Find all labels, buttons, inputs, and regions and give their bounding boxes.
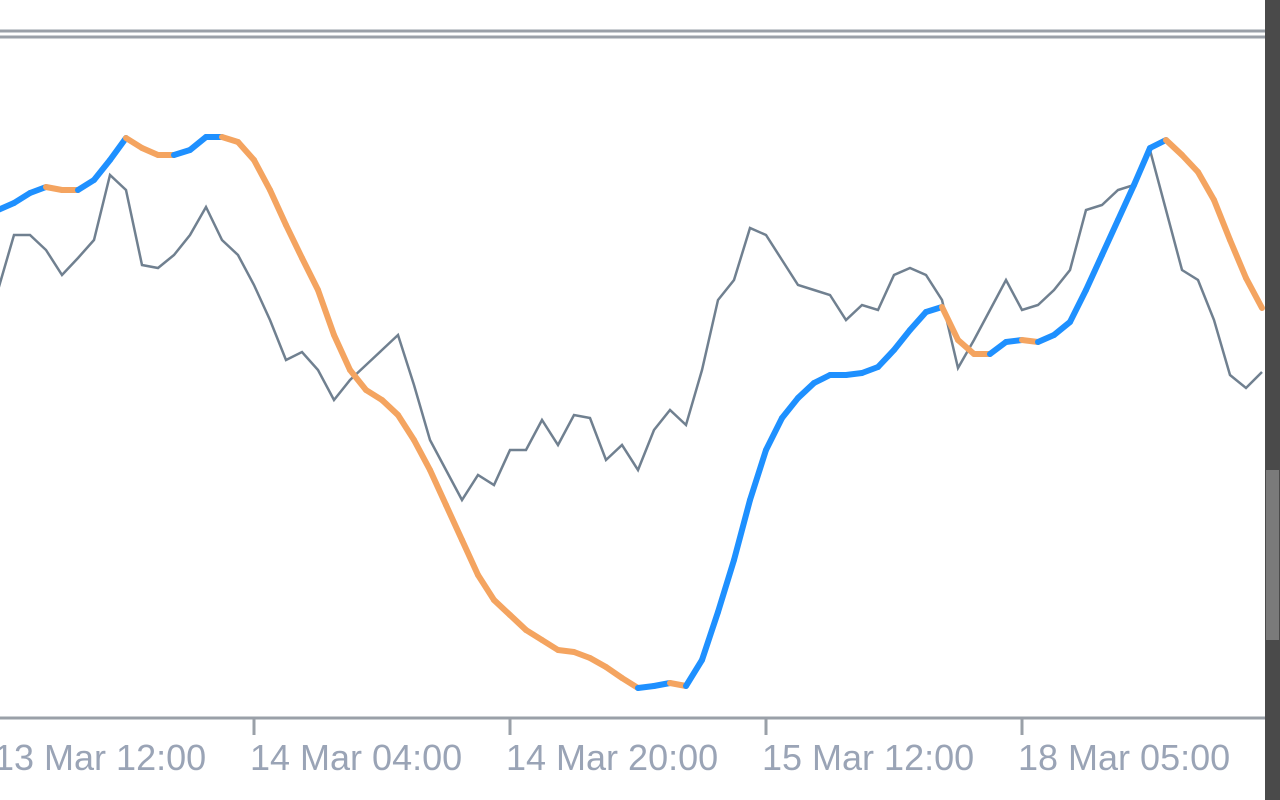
indicator-segment bbox=[939, 304, 961, 343]
indicator-segment bbox=[1179, 152, 1201, 175]
x-tick-label: 13 Mar 12:00 bbox=[0, 737, 206, 778]
x-tick-label: 14 Mar 20:00 bbox=[506, 737, 718, 778]
indicator-segment bbox=[1227, 237, 1249, 281]
indicator-segment bbox=[75, 177, 97, 193]
plot-area: 13 Mar 12:00 14 Mar 04:00 14 Mar 20:00 15 M… bbox=[0, 134, 1265, 778]
indicator-segment bbox=[763, 415, 785, 453]
indicator-segment bbox=[747, 447, 769, 503]
x-tick-label: 18 Mar 05:00 bbox=[1018, 737, 1230, 778]
indicator-segment bbox=[587, 655, 609, 670]
indicator-segment bbox=[699, 609, 721, 663]
indicator-segment bbox=[715, 557, 737, 615]
indicator-segment bbox=[11, 190, 33, 206]
indicator-segment bbox=[459, 537, 481, 578]
indicator-segment bbox=[1083, 252, 1105, 293]
indicator-segment bbox=[891, 327, 913, 353]
indicator-segment bbox=[1243, 275, 1265, 311]
indicator-segment bbox=[987, 339, 1009, 357]
indicator-segment bbox=[875, 347, 897, 370]
indicator-segment bbox=[363, 387, 385, 403]
indicator-segment bbox=[1099, 217, 1121, 258]
indicator-segment bbox=[299, 255, 321, 293]
indicator-segment bbox=[91, 157, 113, 183]
indicator-segment bbox=[1163, 137, 1185, 158]
indicator-segment bbox=[411, 437, 433, 473]
indicator-segment bbox=[427, 467, 449, 508]
indicator-segment bbox=[235, 139, 257, 163]
indicator-segment bbox=[779, 395, 801, 421]
indicator-segment bbox=[1051, 319, 1073, 338]
price-line bbox=[0, 146, 1263, 503]
indicator-segment bbox=[1211, 197, 1233, 243]
indicator-segment bbox=[1067, 287, 1089, 325]
indicator-segment bbox=[907, 309, 929, 333]
indicator-segment bbox=[603, 664, 625, 681]
x-tick-label: 15 Mar 12:00 bbox=[762, 737, 974, 778]
indicator-segment bbox=[443, 502, 465, 543]
indicator-segment bbox=[267, 187, 289, 228]
scrollbar-thumb[interactable] bbox=[1266, 470, 1279, 640]
indicator-segment bbox=[251, 157, 273, 193]
indicator-segment bbox=[347, 367, 369, 393]
indicator-segment bbox=[123, 135, 145, 151]
indicator-segment bbox=[395, 412, 417, 443]
indicator-segment bbox=[1115, 182, 1137, 223]
indicator-segment bbox=[683, 657, 705, 689]
indicator-segment bbox=[283, 222, 305, 261]
indicator-segment bbox=[187, 134, 209, 153]
indicator-segment bbox=[491, 597, 513, 618]
indicator-segment bbox=[379, 397, 401, 418]
indicator-segment bbox=[539, 637, 561, 653]
indicator-segment bbox=[507, 612, 529, 633]
indicator-segment bbox=[331, 332, 353, 373]
indicator-segment bbox=[1195, 169, 1217, 203]
indicator-segment bbox=[523, 627, 545, 643]
scrollbar[interactable] bbox=[1265, 0, 1280, 800]
indicator-segment bbox=[731, 497, 753, 563]
indicator-segment bbox=[1131, 145, 1153, 188]
x-tick-label: 14 Mar 04:00 bbox=[250, 737, 462, 778]
indicator-segment bbox=[955, 337, 977, 357]
indicator-segment bbox=[795, 380, 817, 401]
indicator-segment bbox=[315, 287, 337, 338]
indicator-segment bbox=[475, 572, 497, 603]
indicator-segment bbox=[107, 135, 129, 163]
indicator-segment bbox=[619, 675, 641, 691]
